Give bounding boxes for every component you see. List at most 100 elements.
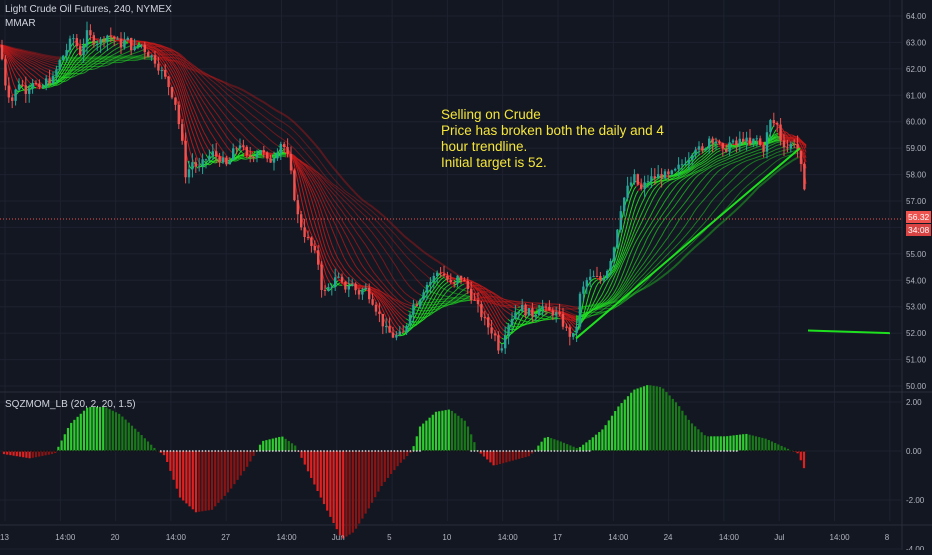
ribbon-line-segment — [638, 262, 640, 265]
ribbon-line-segment — [634, 241, 636, 245]
ribbon-line-segment — [386, 287, 388, 289]
ribbon-line-segment — [98, 46, 100, 48]
ribbon-line-segment — [322, 214, 324, 220]
ribbon-line-segment — [406, 301, 408, 302]
ribbon-line-segment — [318, 210, 320, 217]
ribbon-line-segment — [486, 289, 488, 290]
ribbon-line-segment — [606, 283, 608, 287]
ribbon-line-segment — [490, 314, 492, 317]
ribbon-line-segment — [674, 195, 676, 198]
ribbon-line-segment — [234, 117, 236, 119]
ribbon-line-segment — [572, 321, 574, 323]
ribbon-line-segment — [380, 286, 382, 288]
ribbon-line-segment — [626, 221, 628, 229]
ribbon-line-segment — [210, 105, 212, 108]
ribbon-line-segment — [600, 300, 602, 302]
ribbon-line-segment — [190, 115, 192, 121]
ribbon-line-segment — [724, 163, 726, 164]
ribbon-line-segment — [500, 326, 502, 329]
ribbon-line-segment — [252, 144, 254, 146]
ribbon-line-segment — [218, 99, 220, 101]
ribbon-line-segment — [328, 198, 330, 201]
ribbon-line-segment — [320, 184, 322, 188]
ribbon-line-segment — [324, 209, 326, 214]
ribbon-line-segment — [494, 325, 496, 329]
ribbon-line-segment — [50, 70, 52, 71]
ribbon-line-segment — [720, 157, 722, 158]
ribbon-line-segment — [756, 147, 758, 148]
ribbon-line-segment — [676, 183, 678, 185]
ribbon-line-segment — [690, 176, 692, 178]
ribbon-line-segment — [38, 70, 40, 71]
ribbon-line-segment — [642, 245, 644, 249]
ribbon-line-segment — [754, 151, 756, 152]
ribbon-line-segment — [216, 104, 218, 106]
ribbon-line-segment — [200, 103, 202, 107]
ribbon-line-segment — [628, 266, 630, 271]
ribbon-line-segment — [194, 126, 196, 131]
ribbon-line-segment — [634, 206, 636, 212]
ribbon-line-segment — [678, 209, 680, 211]
ribbon-line-segment — [452, 280, 454, 281]
ribbon-line-segment — [368, 264, 370, 267]
ribbon-line-segment — [680, 206, 682, 209]
ribbon-line-segment — [200, 96, 202, 99]
ribbon-line-segment — [616, 285, 618, 289]
ribbon-line-segment — [692, 190, 694, 193]
ribbon-line-segment — [316, 181, 318, 184]
ribbon-line-segment — [344, 274, 346, 276]
ribbon-line-segment — [202, 147, 204, 151]
ribbon-line-segment — [506, 318, 508, 320]
ribbon-line-segment — [636, 246, 638, 251]
ribbon-line-segment — [416, 307, 418, 308]
ribbon-line-segment — [492, 293, 494, 294]
ribbon-line-segment — [184, 122, 186, 134]
ribbon-line-segment — [672, 182, 674, 183]
ribbon-line-segment — [74, 76, 76, 77]
ribbon-line-segment — [330, 259, 332, 263]
ribbon-line-segment — [482, 286, 484, 287]
ribbon-line-segment — [220, 101, 222, 103]
ribbon-line-segment — [376, 262, 378, 265]
ribbon-line-segment — [370, 281, 372, 283]
ribbon-line-segment — [18, 56, 20, 57]
ribbon-line-segment — [498, 317, 500, 321]
ribbon-line-segment — [594, 287, 596, 292]
ribbon-line-segment — [690, 182, 692, 184]
ribbon-line-segment — [386, 311, 388, 315]
ribbon-line-segment — [194, 136, 196, 142]
ribbon-line-segment — [198, 137, 200, 142]
ribbon-line-segment — [480, 286, 482, 287]
ribbon-line-segment — [50, 73, 52, 74]
ribbon-line-segment — [212, 135, 214, 138]
ribbon-line-segment — [100, 54, 102, 56]
ribbon-line-segment — [450, 294, 452, 296]
ribbon-line-segment — [662, 212, 664, 215]
ribbon-line-segment — [508, 319, 510, 321]
ribbon-line-segment — [74, 71, 76, 73]
ribbon-line-segment — [652, 189, 654, 192]
ribbon-line-segment — [720, 162, 722, 163]
ribbon-line-segment — [356, 242, 358, 245]
ribbon-line-segment — [240, 157, 242, 158]
ribbon-line-segment — [30, 59, 32, 60]
ribbon-line-segment — [628, 255, 630, 260]
ribbon-line-segment — [16, 60, 18, 62]
ribbon-line-segment — [20, 90, 22, 91]
ribbon-line-segment — [652, 248, 654, 251]
ribbon-line-segment — [326, 239, 328, 245]
ribbon-line-segment — [172, 81, 174, 85]
ribbon-line-segment — [216, 130, 218, 133]
ribbon-line-segment — [24, 71, 26, 73]
ribbon-line-segment — [396, 313, 398, 315]
ribbon-line-segment — [236, 128, 238, 130]
ribbon-line-segment — [196, 74, 198, 77]
ribbon-line-segment — [642, 228, 644, 231]
ribbon-line-segment — [364, 276, 366, 278]
ribbon-line-segment — [326, 195, 328, 198]
ribbon-line-segment — [166, 47, 168, 48]
ribbon-line-segment — [602, 297, 604, 300]
ribbon-line-segment — [204, 133, 206, 137]
ribbon-line-segment — [704, 156, 706, 158]
